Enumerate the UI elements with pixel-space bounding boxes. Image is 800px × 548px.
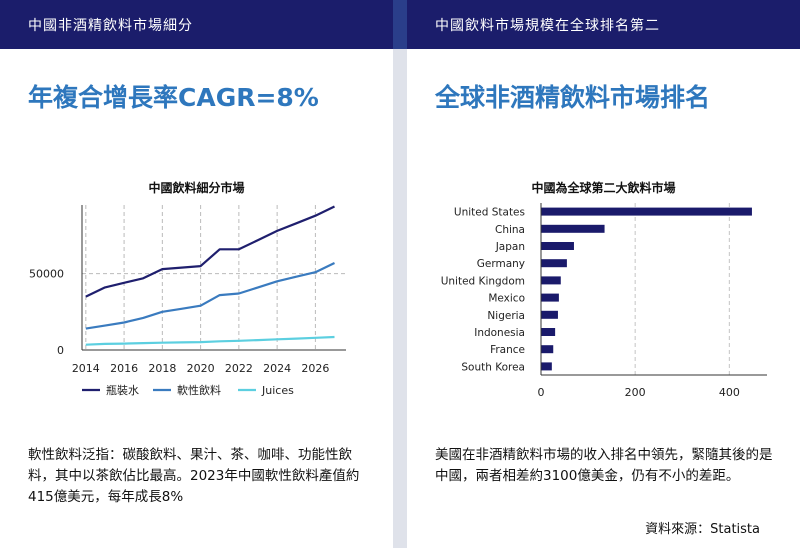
right-panel: 中國飲料市場規模在全球排名第二 全球非酒精飲料市場排名 中國為全球第二大飲料市場… — [407, 0, 800, 548]
x-tick-label: 0 — [538, 386, 545, 399]
category-label: United States — [454, 207, 525, 219]
bar — [541, 362, 552, 371]
x-tick-label: 2022 — [225, 362, 253, 375]
right-title: 全球非酒精飲料市場排名 — [435, 83, 711, 112]
category-label: Nigeria — [487, 310, 525, 322]
category-label: Germany — [477, 258, 525, 270]
bar — [541, 207, 752, 216]
category-label: South Korea — [461, 361, 525, 373]
right-paragraph: 美國在非酒精飲料市場的收入排名中領先，緊隨其後的是中國，兩者相差約3100億美金… — [435, 447, 773, 484]
bar — [541, 259, 567, 268]
bar-chart-title: 中國為全球第二大飲料市場 — [531, 181, 676, 195]
right-header-text: 中國飲料市場規模在全球排名第二 — [435, 18, 660, 34]
legend-label: 軟性飲料 — [177, 383, 221, 397]
series-line-2 — [85, 335, 335, 346]
bar — [541, 242, 574, 250]
bar — [541, 293, 559, 302]
bar — [541, 224, 605, 233]
panel-divider-top — [393, 0, 407, 49]
bar-chart: 0 200 400 United States China Japan Germany Uni… — [441, 203, 767, 399]
y-tick-label: 0 — [57, 344, 64, 357]
line-chart-title: 中國飲料細分市場 — [148, 181, 245, 195]
y-tick-label: 50000 — [29, 268, 64, 281]
category-label: China — [495, 224, 525, 236]
bar — [541, 310, 558, 319]
left-header-text: 中國非酒精飲料市場細分 — [28, 18, 193, 34]
x-tick-label: 2018 — [148, 362, 176, 375]
x-tick-label: 2024 — [263, 362, 291, 375]
right-header: 中國飲料市場規模在全球排名第二 — [407, 0, 800, 49]
x-tick-label: 2020 — [187, 362, 215, 375]
category-label: France — [490, 344, 525, 356]
legend-label: 瓶裝水 — [106, 383, 139, 397]
bar — [541, 276, 561, 285]
x-tick-label: 2026 — [301, 362, 329, 375]
series-line-0 — [85, 205, 335, 298]
x-tick-label: 2016 — [110, 362, 138, 375]
line-chart: 2014 2016 2018 2020 2022 2024 2026 0 50000 瓶裝水 軟性飲… — [29, 205, 346, 397]
category-label: United Kingdom — [441, 275, 525, 287]
category-label: Indonesia — [474, 327, 525, 339]
panel-divider — [393, 0, 407, 548]
x-tick-label: 2014 — [72, 362, 100, 375]
legend-label: Juices — [261, 384, 294, 397]
x-tick-label: 400 — [719, 386, 740, 399]
source-note: 資料來源：Statista — [645, 522, 760, 537]
left-title: 年複合增長率CAGR=8% — [28, 83, 319, 112]
left-panel: 中國非酒精飲料市場細分 年複合增長率CAGR=8% 中國飲料細分市場 2014 2… — [0, 0, 393, 548]
left-header: 中國非酒精飲料市場細分 — [0, 0, 393, 49]
bar — [541, 345, 554, 354]
series-line-1 — [85, 262, 335, 330]
left-paragraph: 軟性飲料泛指：碳酸飲料、果汁、茶、咖啡、功能性飲料，其中以茶飲佔比最高。2023… — [28, 447, 360, 505]
category-label: Japan — [495, 241, 525, 253]
bar — [541, 328, 556, 336]
category-label: Mexico — [488, 293, 525, 305]
x-tick-label: 200 — [625, 386, 646, 399]
